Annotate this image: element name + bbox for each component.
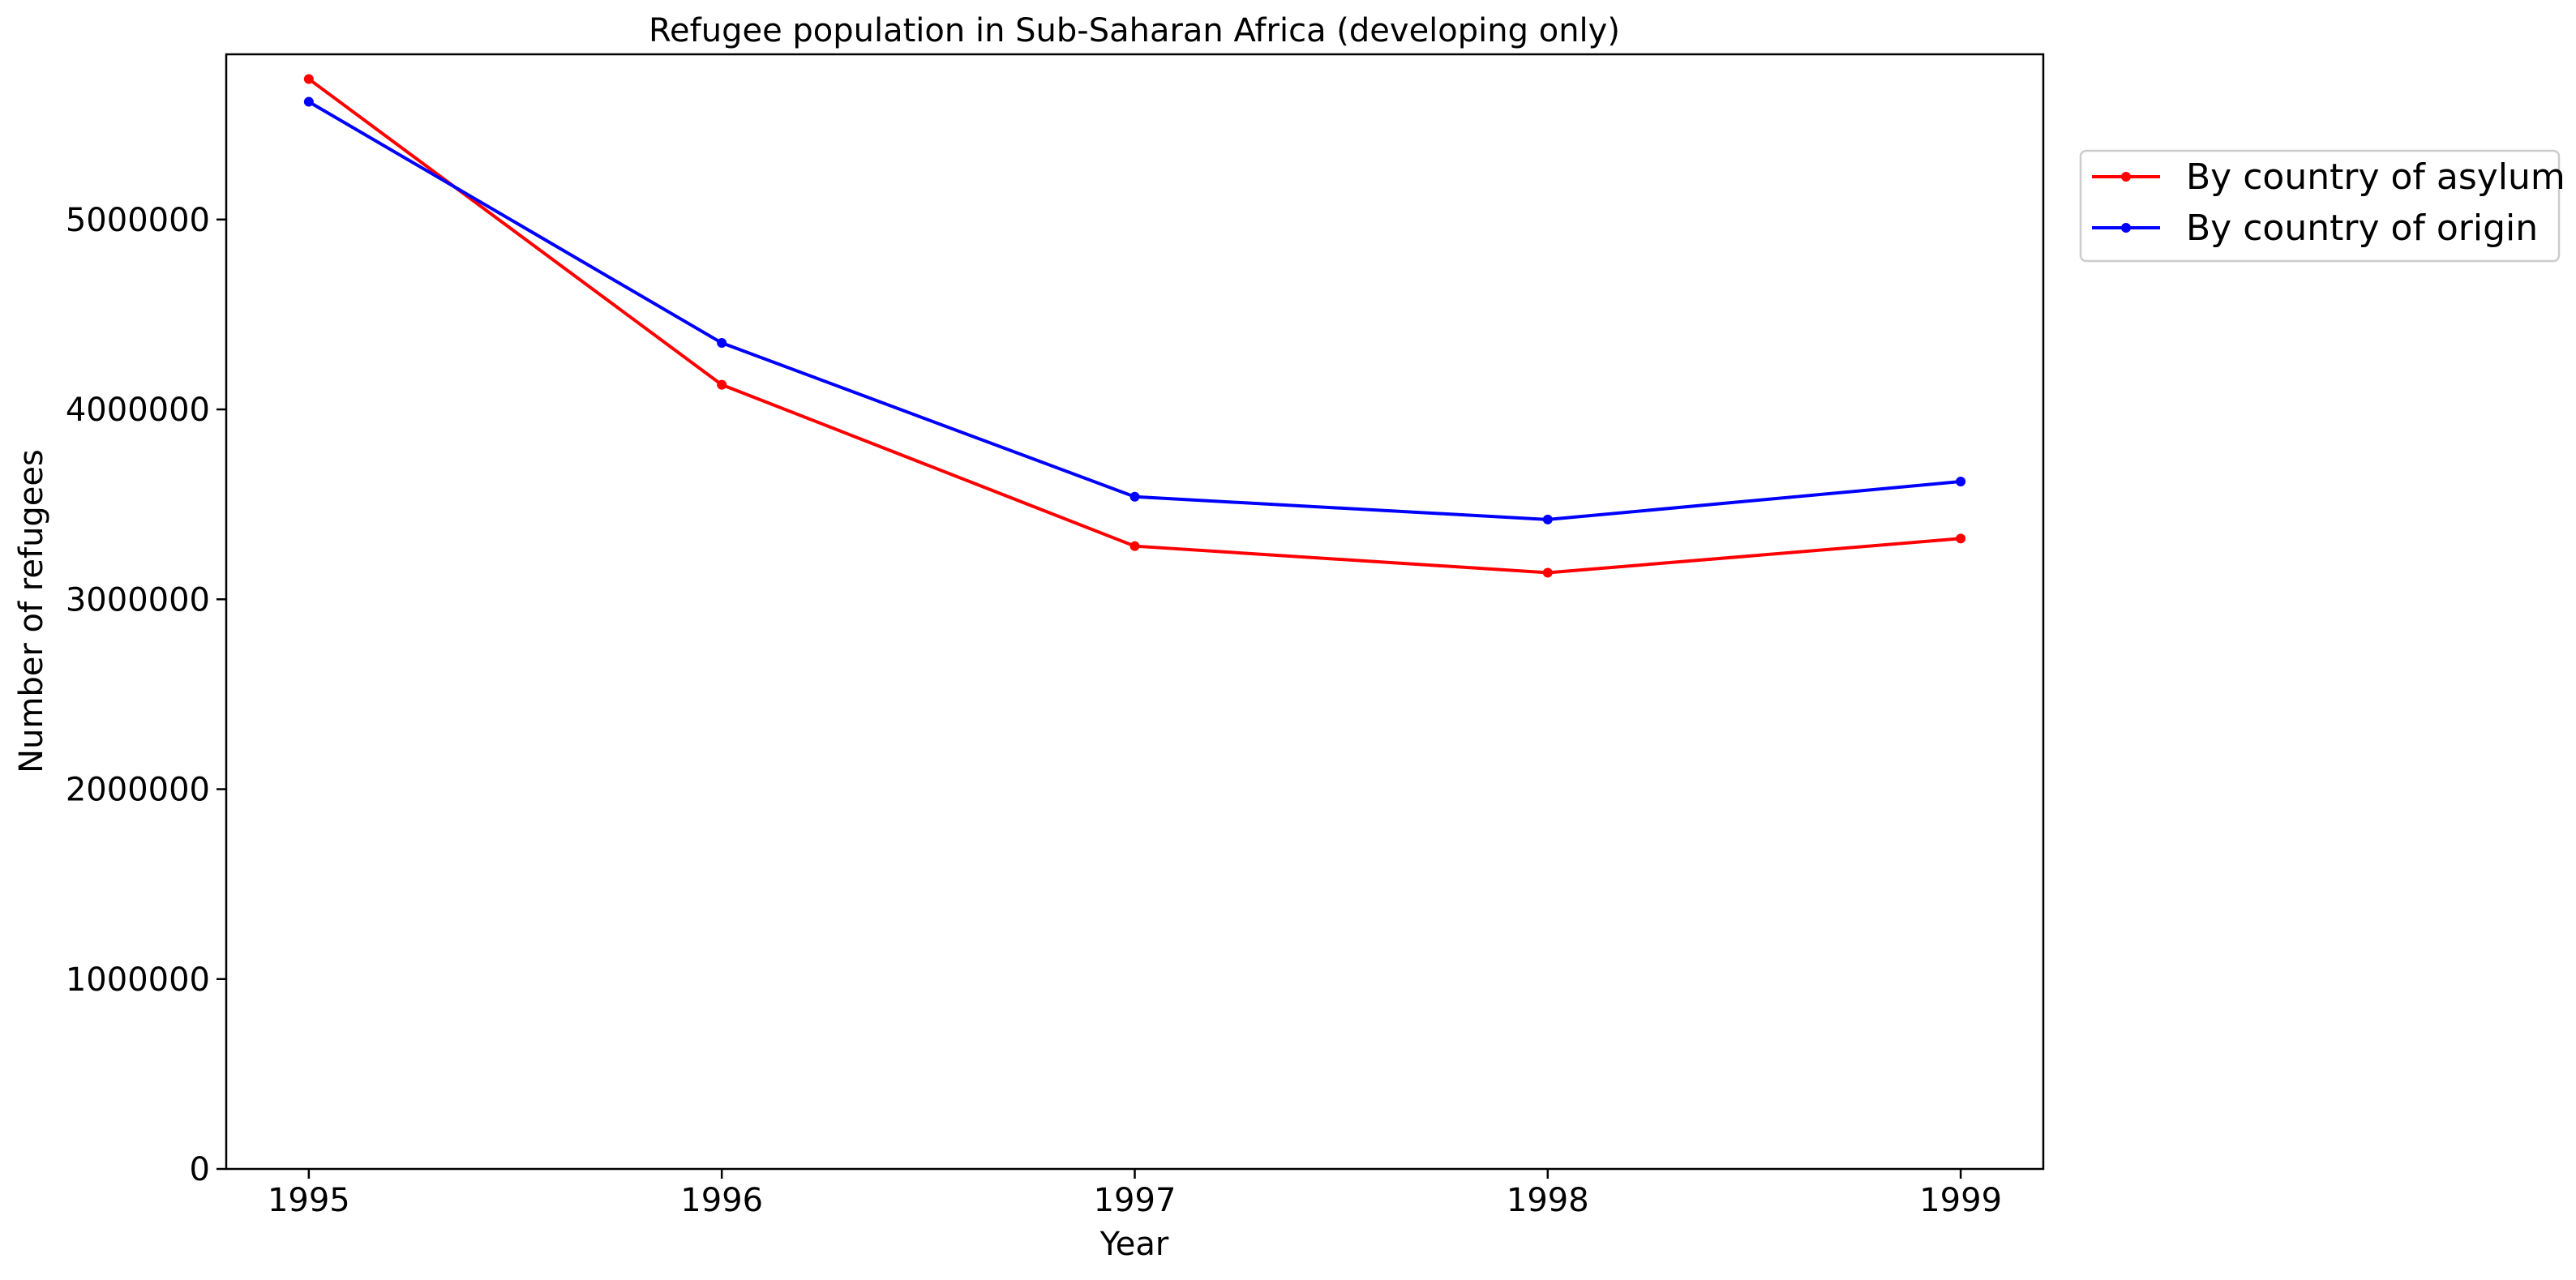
data-point (1542, 567, 1553, 578)
x-tick-label: 1995 (268, 1182, 350, 1219)
chart-title: Refugee population in Sub-Saharan Africa… (649, 12, 1620, 49)
legend-marker-swatch (2121, 223, 2131, 233)
y-tick-label: 0 (190, 1151, 210, 1188)
y-axis-label: Number of refugees (13, 449, 50, 773)
series-asylum (303, 74, 1966, 578)
data-point (1956, 477, 1966, 487)
data-point (1129, 541, 1140, 551)
legend-label: By country of origin (2186, 208, 2538, 249)
y-tick-label: 1000000 (66, 961, 210, 999)
x-tick-label: 1999 (1919, 1182, 2002, 1219)
x-axis: 1995 1996 1997 1998 1999 (268, 1169, 2002, 1219)
y-axis: 0 1000000 2000000 3000000 4000000 5000000 (66, 202, 226, 1188)
data-point (303, 96, 314, 107)
x-tick-label: 1997 (1094, 1182, 1177, 1219)
y-tick-label: 5000000 (66, 202, 210, 239)
legend-entry: By country of asylum (2092, 156, 2565, 198)
x-tick-label: 1998 (1507, 1182, 1589, 1219)
y-tick-label: 3000000 (66, 581, 210, 619)
data-point (1956, 533, 1966, 544)
data-point (717, 338, 727, 349)
x-axis-label: Year (1099, 1226, 1169, 1263)
series-line (307, 100, 1961, 521)
legend-marker-swatch (2121, 172, 2131, 182)
x-tick-label: 1996 (680, 1182, 763, 1219)
series-origin (303, 96, 1966, 524)
y-tick-label: 2000000 (66, 772, 210, 809)
legend: By country of asylum By country of origin (2079, 149, 2565, 263)
data-point (1129, 491, 1140, 502)
data-point (717, 379, 727, 390)
legend-frame (2079, 149, 2561, 263)
series-layer (303, 74, 1966, 578)
legend-label: By country of asylum (2186, 156, 2565, 198)
legend-entry: By country of origin (2092, 208, 2538, 249)
data-point (1542, 514, 1553, 524)
data-point (303, 74, 314, 84)
y-tick-label: 4000000 (66, 392, 210, 429)
